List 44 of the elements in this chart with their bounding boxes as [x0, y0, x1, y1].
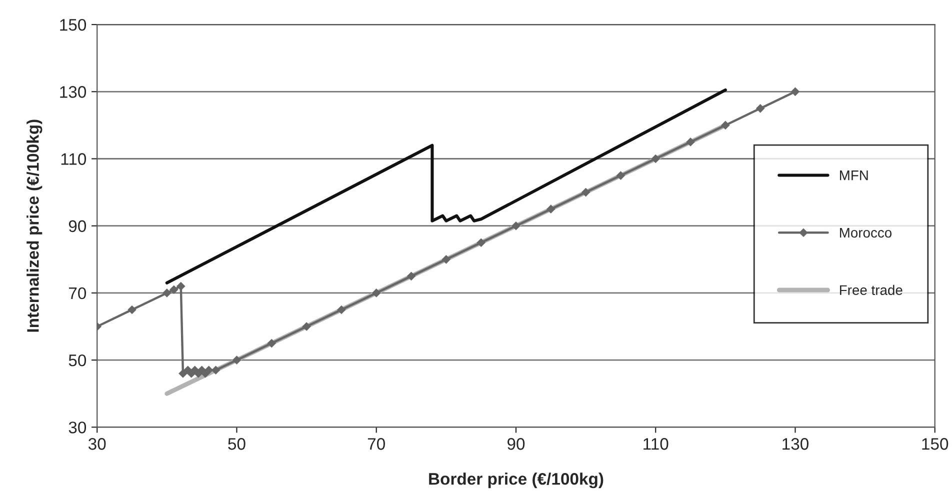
y-tick-label: 70 [69, 287, 86, 300]
point [128, 306, 136, 314]
y-tick-label: 150 [60, 18, 86, 31]
point [407, 272, 416, 280]
legend-label: Morocco [840, 228, 892, 238]
point [442, 255, 450, 264]
point [756, 104, 764, 113]
point [372, 288, 380, 298]
x-tick-label: 90 [507, 438, 525, 450]
point [232, 356, 241, 364]
point [686, 138, 695, 146]
x-tick-label: 70 [368, 438, 385, 450]
line-series [165, 88, 727, 284]
point [212, 366, 220, 374]
point [302, 322, 311, 331]
point [162, 288, 172, 298]
y-tick-label: 50 [68, 354, 86, 366]
y-axis-title: Internalized price (€/100kg) [26, 120, 42, 332]
point [582, 188, 590, 196]
x-tick-label: 50 [228, 438, 246, 450]
point [721, 121, 730, 130]
point [176, 282, 186, 290]
point [512, 222, 520, 230]
point [651, 154, 660, 163]
point [791, 88, 800, 96]
y-tick-label: 110 [61, 153, 86, 165]
x-tick-label: 130 [782, 438, 808, 450]
point [170, 285, 178, 294]
y-tick-label: 90 [68, 220, 86, 232]
point [616, 171, 625, 180]
x-tick-label: 150 [922, 438, 948, 450]
x-tick-label: 110 [644, 438, 668, 450]
point [337, 306, 346, 314]
x-tick-label: 30 [88, 438, 106, 450]
y-tick-label: 130 [60, 86, 86, 98]
point [178, 369, 188, 378]
x-axis-title: Border price (€/100kg) [429, 472, 604, 488]
legend-label: MFN [840, 170, 868, 180]
point [476, 238, 486, 247]
point [546, 204, 556, 214]
legend-label: Free trade [840, 284, 902, 296]
y-tick-label: 30 [68, 422, 86, 434]
point [268, 339, 276, 348]
point [204, 366, 213, 374]
